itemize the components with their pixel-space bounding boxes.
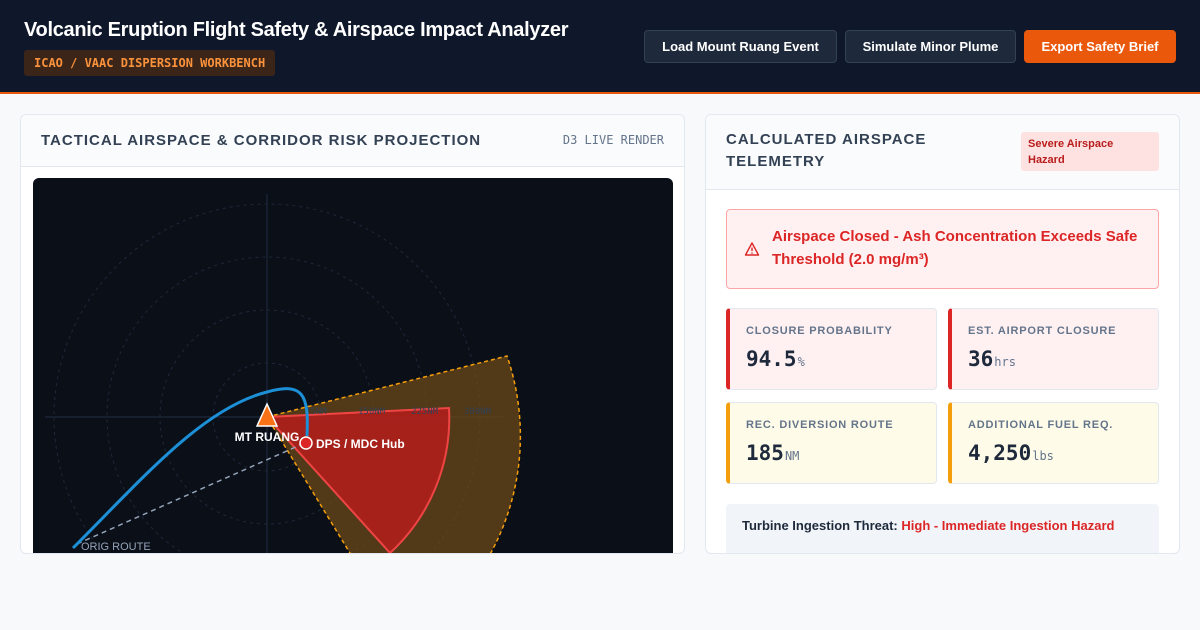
volcano-icon[interactable]: [255, 402, 279, 427]
metric-card-fuel-requirement: ADDITIONAL FUEL REQ. 4,250lbs: [948, 402, 1159, 484]
volcano-label: MT RUANG: [235, 430, 300, 444]
metric-label: REC. DIVERSION ROUTE: [746, 419, 894, 431]
metric-unit: NM: [784, 449, 800, 463]
ring-labels: 75NM 150NM 225NM 300NM: [305, 407, 492, 417]
ring-label-150: 150NM: [358, 407, 386, 417]
metric-value: 36hrs: [968, 347, 1016, 371]
workbench-badge: ICAO / VAAC DISPERSION WORKBENCH: [24, 50, 276, 76]
metric-unit: %: [797, 355, 805, 369]
original-route-label: ORIG ROUTE: [81, 541, 151, 553]
export-brief-button[interactable]: Export Safety Brief: [1024, 30, 1176, 63]
metric-value: 4,250lbs: [968, 441, 1054, 465]
metric-card-closure-probability: CLOSURE PROBABILITY 94.5%: [726, 308, 937, 390]
metric-card-diversion-route: REC. DIVERSION ROUTE 185NM: [726, 402, 937, 484]
metric-unit: hrs: [994, 355, 1016, 369]
threat-label: Turbine Ingestion Threat:: [742, 518, 902, 533]
simulate-plume-button[interactable]: Simulate Minor Plume: [845, 30, 1016, 63]
ring-label-225: 225NM: [411, 407, 439, 417]
alert-message: Airspace Closed - Ash Concentration Exce…: [772, 228, 1138, 268]
diversion-flight-path[interactable]: [71, 387, 309, 550]
telemetry-panel-header: CALCULATED AIRSPACE TELEMETRY Severe Air…: [706, 115, 1179, 190]
metric-label: ADDITIONAL FUEL REQ.: [968, 419, 1114, 431]
metric-value: 94.5%: [746, 347, 805, 371]
load-event-button[interactable]: Load Mount Ruang Event: [644, 30, 837, 63]
ring-label-300: 300NM: [464, 407, 492, 417]
projection-panel-header: TACTICAL AIRSPACE & CORRIDOR RISK PROJEC…: [21, 115, 684, 167]
projection-panel-title: TACTICAL AIRSPACE & CORRIDOR RISK PROJEC…: [41, 132, 482, 149]
original-route-line[interactable]: [76, 441, 308, 545]
metric-value: 185NM: [746, 441, 799, 465]
metric-number: 94.5: [746, 347, 797, 371]
render-mode-label: D3 LIVE RENDER: [562, 133, 664, 147]
threat-value: High - Immediate Ingestion Hazard: [901, 518, 1115, 533]
metric-label: EST. AIRPORT CLOSURE: [968, 325, 1117, 337]
ring-label-75: 75NM: [305, 407, 327, 417]
metric-label: CLOSURE PROBABILITY: [746, 325, 893, 337]
turbine-threat-row: Turbine Ingestion Threat: High - Immedia…: [726, 504, 1159, 553]
airport-hub-label: DPS / MDC Hub: [316, 437, 405, 451]
airspace-closed-alert: Airspace Closed - Ash Concentration Exce…: [726, 209, 1159, 289]
metric-number: 36: [968, 347, 994, 371]
app-header: Volcanic Eruption Flight Safety & Airspa…: [0, 0, 1200, 94]
telemetry-panel: CALCULATED AIRSPACE TELEMETRY Severe Air…: [705, 114, 1180, 554]
airport-hub-marker-icon[interactable]: [299, 436, 313, 450]
airspace-map-svg[interactable]: 75NM 150NM 225NM 300NM ORIG ROUTE MT RUA…: [33, 178, 673, 554]
airspace-projection-panel: TACTICAL AIRSPACE & CORRIDOR RISK PROJEC…: [20, 114, 685, 554]
hazard-status-badge: Severe Airspace Hazard: [1021, 132, 1159, 171]
metric-number: 4,250: [968, 441, 1032, 465]
metric-unit: lbs: [1032, 449, 1054, 463]
airspace-map[interactable]: 75NM 150NM 225NM 300NM ORIG ROUTE MT RUA…: [33, 178, 673, 554]
metric-number: 185: [746, 441, 784, 465]
warning-triangle-icon: [744, 242, 760, 256]
app-title: Volcanic Eruption Flight Safety & Airspa…: [24, 19, 569, 41]
metric-card-airport-closure: EST. AIRPORT CLOSURE 36hrs: [948, 308, 1159, 390]
telemetry-panel-title: CALCULATED AIRSPACE TELEMETRY: [726, 131, 927, 170]
